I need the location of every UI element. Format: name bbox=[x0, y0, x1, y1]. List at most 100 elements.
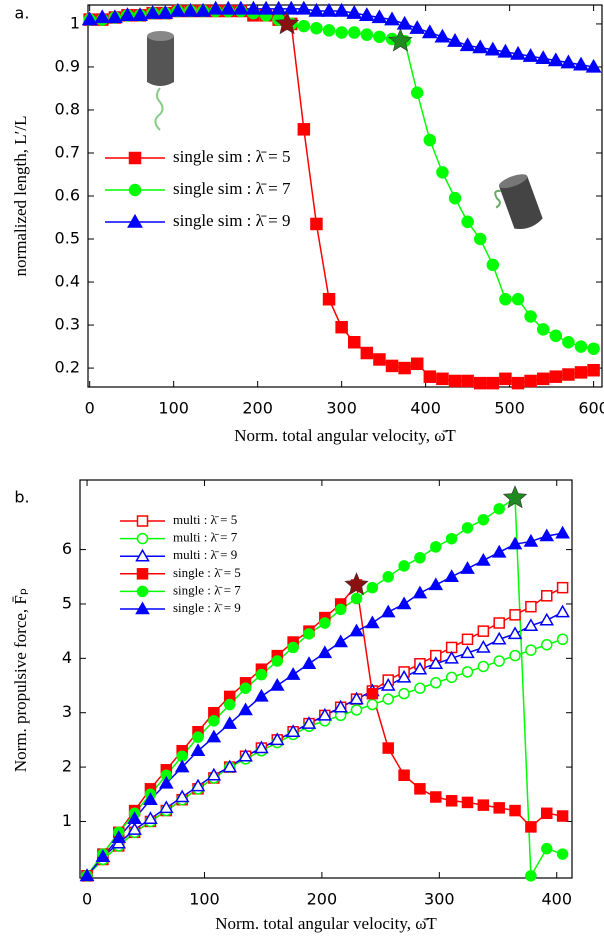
marker bbox=[366, 698, 379, 711]
marker bbox=[232, 0, 249, 15]
marker bbox=[472, 39, 489, 54]
marker bbox=[285, 667, 301, 680]
marker bbox=[396, 15, 413, 30]
marker bbox=[477, 660, 490, 673]
marker bbox=[396, 596, 412, 610]
marker bbox=[556, 581, 569, 594]
marker bbox=[271, 655, 284, 667]
marker bbox=[182, 2, 199, 17]
marker bbox=[476, 552, 491, 566]
legend-marker bbox=[127, 213, 143, 228]
marker bbox=[522, 48, 539, 62]
marker bbox=[536, 323, 550, 336]
marker bbox=[222, 759, 238, 773]
star-marker bbox=[344, 572, 369, 596]
marker bbox=[410, 86, 424, 100]
marker bbox=[321, 2, 337, 17]
marker bbox=[493, 655, 505, 667]
marker bbox=[436, 166, 449, 179]
marker bbox=[81, 11, 98, 26]
marker bbox=[445, 671, 458, 684]
marker bbox=[409, 20, 426, 34]
marker bbox=[430, 791, 442, 803]
marker bbox=[484, 41, 501, 56]
marker bbox=[507, 536, 523, 550]
marker bbox=[524, 310, 537, 323]
marker bbox=[587, 363, 600, 377]
marker bbox=[208, 715, 220, 727]
marker bbox=[143, 811, 158, 824]
marker bbox=[493, 617, 505, 629]
marker bbox=[525, 821, 537, 833]
marker bbox=[358, 7, 375, 22]
marker bbox=[310, 217, 323, 231]
y-tick-label: 0.2 bbox=[55, 358, 80, 377]
x-tick-label: 0 bbox=[82, 890, 92, 909]
marker bbox=[414, 783, 426, 795]
plot-frame bbox=[79, 479, 573, 879]
marker bbox=[384, 11, 400, 26]
legend-marker bbox=[135, 548, 150, 562]
marker bbox=[269, 678, 285, 691]
marker bbox=[350, 592, 363, 605]
y-tick-label: 0.3 bbox=[55, 315, 80, 334]
cylinder-icon bbox=[494, 174, 543, 229]
y-tick-label: 0.6 bbox=[55, 186, 80, 205]
marker bbox=[360, 28, 374, 41]
marker bbox=[317, 707, 333, 721]
x-tick-label: 100 bbox=[189, 890, 220, 909]
marker bbox=[549, 329, 563, 343]
marker bbox=[206, 767, 222, 781]
legend-label: single : λ̄ = 9 bbox=[173, 600, 241, 615]
marker bbox=[371, 9, 388, 24]
marker bbox=[473, 232, 487, 246]
y-tick-label: 5 bbox=[62, 593, 72, 612]
marker bbox=[127, 822, 142, 835]
legend-label: single : λ̄ = 5 bbox=[173, 565, 241, 580]
marker bbox=[310, 21, 323, 35]
marker bbox=[287, 641, 299, 654]
marker bbox=[509, 649, 521, 662]
marker bbox=[525, 600, 537, 613]
marker bbox=[283, 0, 300, 15]
marker bbox=[144, 5, 161, 19]
marker bbox=[127, 811, 142, 824]
marker bbox=[398, 361, 411, 375]
legend-marker bbox=[136, 532, 149, 545]
star-marker bbox=[502, 485, 528, 509]
x-tick-label: 600 bbox=[578, 399, 604, 418]
y-tick-label: 6 bbox=[62, 539, 72, 558]
marker bbox=[587, 342, 600, 355]
marker bbox=[459, 37, 476, 52]
marker bbox=[493, 802, 505, 814]
marker bbox=[414, 682, 426, 694]
legend-marker bbox=[128, 151, 142, 165]
marker bbox=[270, 0, 287, 15]
marker bbox=[477, 625, 490, 637]
marker bbox=[497, 43, 514, 58]
marker bbox=[380, 604, 396, 618]
marker bbox=[366, 687, 379, 700]
marker bbox=[428, 656, 444, 670]
marker bbox=[460, 561, 475, 574]
marker bbox=[79, 868, 95, 882]
series-line bbox=[86, 638, 563, 877]
y-tick-label: 1 bbox=[70, 13, 80, 32]
marker bbox=[174, 789, 190, 803]
x-tick-label: 0 bbox=[85, 399, 95, 418]
y-tick-label: 0.7 bbox=[55, 142, 80, 161]
marker bbox=[190, 778, 206, 792]
marker bbox=[423, 370, 437, 383]
marker bbox=[444, 569, 459, 583]
marker bbox=[111, 830, 127, 844]
star-marker bbox=[274, 11, 300, 35]
marker bbox=[430, 541, 442, 553]
marker bbox=[499, 292, 512, 306]
marker bbox=[333, 2, 350, 17]
marker bbox=[555, 525, 570, 539]
marker bbox=[301, 716, 317, 729]
marker bbox=[373, 353, 386, 366]
marker bbox=[412, 585, 428, 599]
marker bbox=[523, 533, 539, 547]
